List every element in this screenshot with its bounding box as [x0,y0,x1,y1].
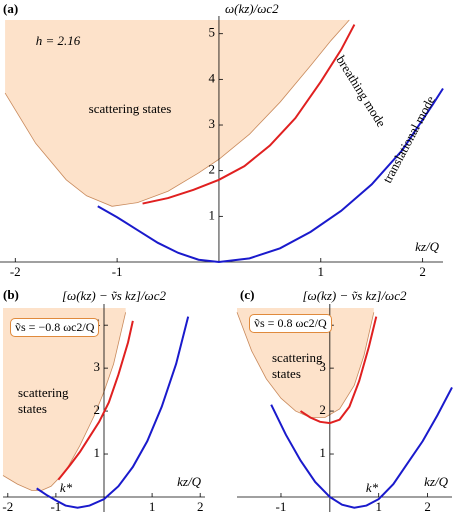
x-tick-label: 2 [424,499,431,514]
mode-curve [36,316,190,509]
x-tick-label: -2 [10,264,21,279]
y-tick-label: 5 [208,25,215,40]
x-axis-label: kz/Q [424,474,448,489]
series-label: scattering states [272,350,323,381]
scattering-area [237,308,374,418]
annotation: k* [366,480,379,495]
x-tick-label: -1 [112,264,123,279]
mode-curve [57,320,134,481]
series-label: scattering states [89,101,172,116]
y-tick-label: 4 [208,70,215,85]
scattering-area [5,20,350,207]
x-tick-label: 1 [318,264,325,279]
x-tick-label: -1 [276,499,287,514]
series-label: translational mode [379,93,438,185]
y-tick-label: 3 [319,359,326,374]
parameter-box: ṽs = 0.8 ωc2/Q [249,314,332,333]
y-axis-label: [ω(kz) − ṽs kz]/ωc2 [302,288,407,303]
panel-label: (b) [3,287,19,302]
y-tick-label: 1 [94,445,101,460]
y-tick-label: 1 [208,207,215,222]
x-tick-label: 1 [375,499,382,514]
y-tick-label: 2 [208,162,215,177]
x-tick-label: 2 [197,499,204,514]
parameter-box: ṽs = −0.8 ωc2/Q [10,318,100,337]
panel-label: (c) [240,287,254,302]
series-label: breathing mode [333,53,389,130]
y-axis-label: [ω(kz) − ṽs kz]/ωc2 [62,288,167,303]
x-tick-label: 2 [419,264,426,279]
mode-curve [270,386,453,509]
y-tick-label: 1 [319,445,326,460]
x-tick-label: -2 [2,499,13,514]
scattering-boundary [4,19,350,207]
mode-curve [142,24,356,205]
y-axis-label: ω(kz)/ωc2 [225,1,279,16]
mode-curve [299,316,378,425]
x-tick-label: 1 [149,499,156,514]
x-axis-label: kz/Q [415,239,439,254]
x-tick-label: -1 [50,499,61,514]
annotation: h = 2.16 [36,33,81,48]
y-tick-label: 2 [94,402,101,417]
y-tick-label: 2 [319,402,326,417]
annotation: k* [60,480,73,495]
scattering-area [3,308,126,491]
x-axis-label: kz/Q [177,474,201,489]
panel-label: (a) [3,1,18,16]
mode-curve [97,87,444,264]
series-label: scattering states [18,385,69,416]
y-tick-label: 3 [208,116,215,131]
y-tick-label: 3 [94,359,101,374]
